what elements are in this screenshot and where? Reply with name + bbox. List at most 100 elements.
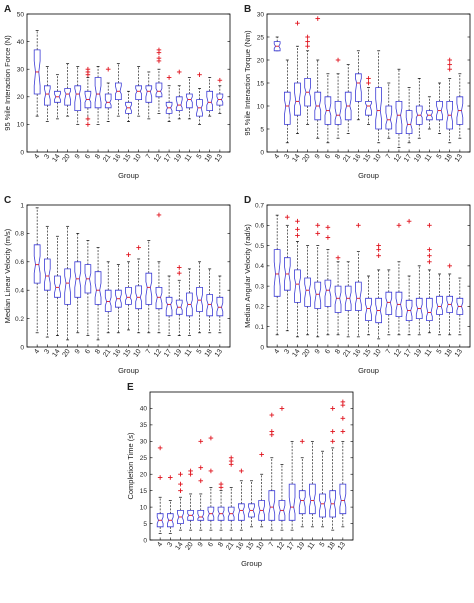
x-tick-label: 20 — [62, 348, 72, 358]
box-21: 21 — [342, 261, 352, 359]
x-tick-label: 15 — [362, 153, 372, 163]
outlier-marker — [427, 247, 432, 252]
y-tick-label: 10 — [17, 122, 25, 129]
y-tick-label: 30 — [140, 439, 148, 446]
box-body — [206, 90, 214, 111]
x-tick-label: 5 — [196, 153, 204, 160]
box-19: 19 — [413, 265, 423, 359]
x-tick-label: 19 — [413, 348, 423, 358]
outlier-marker — [295, 218, 300, 224]
box-body — [84, 90, 92, 109]
x-tick-label: 17 — [403, 153, 413, 163]
outlier-marker — [156, 47, 162, 53]
box-body — [304, 78, 311, 107]
box-body — [298, 490, 306, 515]
y-tick-label: 0.1 — [255, 324, 264, 331]
box-body — [248, 503, 255, 518]
box-7: 7 — [145, 71, 153, 160]
box-19: 19 — [296, 439, 306, 552]
box-body — [278, 500, 286, 521]
box-body — [84, 264, 92, 294]
outlier-marker — [330, 406, 335, 411]
outlier-marker — [325, 235, 331, 240]
box-body — [395, 291, 403, 318]
box-9: 9 — [74, 233, 82, 355]
outlier-marker — [217, 77, 223, 83]
box-10: 10 — [373, 50, 383, 164]
x-tick-label: 17 — [286, 541, 296, 551]
box-body — [426, 297, 433, 322]
outlier-marker — [198, 478, 204, 484]
y-tick-label: 0.2 — [15, 316, 24, 323]
outlier-marker — [126, 252, 131, 257]
outlier-marker — [239, 468, 244, 474]
box-9: 9 — [314, 16, 322, 160]
box-11: 11 — [424, 96, 434, 163]
box-body — [186, 292, 193, 317]
box-12: 12 — [153, 212, 163, 359]
box-body — [175, 299, 183, 315]
outlier-marker — [208, 435, 214, 441]
box-17: 17 — [403, 218, 413, 359]
box-body — [227, 506, 235, 521]
box-3: 3 — [43, 225, 51, 355]
box-body — [125, 286, 132, 305]
box-body — [375, 87, 383, 130]
y-tick-label: 0.4 — [15, 288, 24, 295]
x-tick-label: 21 — [225, 541, 235, 551]
box-17: 17 — [286, 440, 296, 552]
box-body — [436, 101, 443, 121]
box-body — [175, 96, 183, 111]
x-tick-label: 21 — [102, 348, 112, 358]
x-tick-label: 12 — [393, 348, 403, 358]
box-body — [273, 41, 281, 52]
box-body — [177, 509, 184, 524]
x-tick-label: 6 — [324, 348, 332, 355]
box-body — [115, 82, 122, 100]
box-body — [273, 249, 281, 297]
box-14: 14 — [291, 20, 302, 164]
box-8: 8 — [334, 255, 342, 355]
outlier-marker — [178, 471, 183, 477]
box-body — [324, 96, 332, 125]
x-tick-label: 8 — [217, 541, 225, 548]
x-tick-label: 10 — [256, 541, 266, 551]
box-10: 10 — [133, 245, 143, 359]
x-tick-label: 8 — [94, 153, 102, 160]
outlier-marker — [447, 57, 452, 63]
x-tick-label: 3 — [43, 348, 51, 355]
y-axis-label: 95 %ile Interaction Torque (Nm) — [243, 30, 252, 136]
outlier-marker — [176, 270, 182, 276]
box-14: 14 — [291, 218, 302, 359]
box-body — [187, 509, 194, 521]
box-body — [155, 286, 163, 310]
outlier-marker — [156, 212, 162, 218]
x-tick-label: 19 — [296, 541, 306, 551]
box-body — [104, 93, 112, 109]
x-tick-label: 10 — [373, 348, 383, 358]
x-tick-label: 20 — [62, 153, 72, 163]
y-tick-label: 0.6 — [255, 223, 264, 230]
box-6: 6 — [207, 435, 215, 548]
box-7: 7 — [268, 412, 276, 548]
box-14: 14 — [51, 74, 62, 164]
outlier-marker — [85, 66, 91, 72]
x-tick-label: 18 — [327, 541, 337, 551]
x-tick-label: 6 — [84, 153, 92, 160]
box-body — [456, 96, 464, 125]
box-body — [145, 272, 153, 305]
outlier-marker — [178, 481, 183, 487]
x-tick-label: 21 — [342, 348, 352, 358]
y-tick-label: 10 — [140, 504, 148, 511]
x-tick-label: 7 — [268, 541, 276, 548]
outlier-marker — [447, 66, 452, 72]
outlier-marker — [447, 62, 452, 67]
box-body — [196, 99, 203, 117]
box-body — [405, 110, 413, 135]
x-tick-label: 13 — [454, 153, 464, 163]
x-tick-label: 14 — [174, 541, 184, 551]
x-tick-label: 10 — [133, 153, 143, 163]
x-tick-label: 16 — [112, 348, 122, 358]
